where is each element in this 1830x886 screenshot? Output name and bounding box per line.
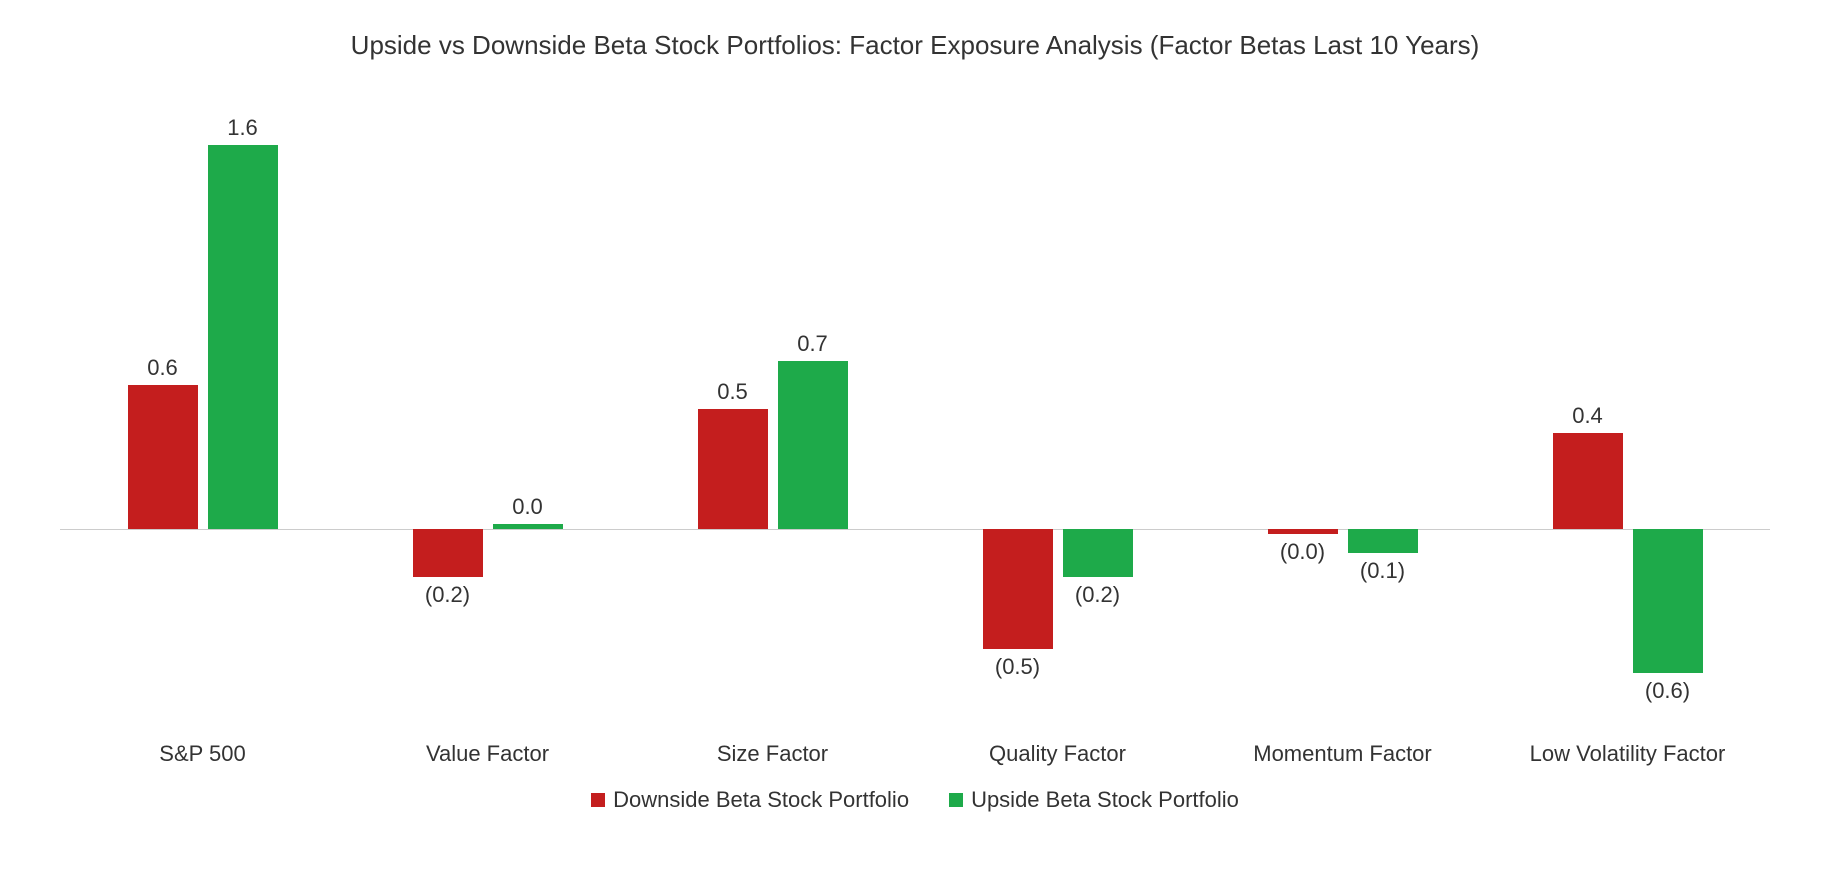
- bar-groups: 0.61.6 (0.2) 0.0 0.50.7 (0.5) (0.2) (0.0)(0.1)…: [60, 121, 1770, 721]
- bar: [1348, 529, 1418, 553]
- bar-value-label: (0.0): [1263, 539, 1343, 565]
- bar: [983, 529, 1053, 649]
- legend-swatch: [949, 793, 963, 807]
- legend-item: Downside Beta Stock Portfolio: [591, 787, 909, 813]
- bar: [698, 409, 768, 529]
- x-axis-label: Quality Factor: [928, 741, 1188, 767]
- bar-group: 0.61.6: [73, 121, 333, 721]
- bar-value-label: 0.6: [123, 355, 203, 381]
- bar-value-label: 0.0: [488, 494, 568, 520]
- bar-group: 0.4 (0.6): [1498, 121, 1758, 721]
- bar: [128, 385, 198, 529]
- bar-value-label: (0.2): [408, 582, 488, 608]
- bar-value-label: (0.6): [1628, 678, 1708, 704]
- chart-legend: Downside Beta Stock Portfolio Upside Beta…: [60, 787, 1770, 813]
- chart-title: Upside vs Downside Beta Stock Portfolios…: [60, 30, 1770, 61]
- bar: [413, 529, 483, 577]
- bar-value-label: 0.4: [1548, 403, 1628, 429]
- bar-group: (0.2) 0.0: [358, 121, 618, 721]
- legend-item: Upside Beta Stock Portfolio: [949, 787, 1239, 813]
- bar-value-label: (0.5): [978, 654, 1058, 680]
- bar: [1553, 433, 1623, 529]
- x-axis-labels: S&P 500 Value Factor Size Factor Quality Fa…: [60, 741, 1770, 767]
- bar: [493, 524, 563, 529]
- bar-value-label: 1.6: [203, 115, 283, 141]
- bar-value-label: 0.7: [773, 331, 853, 357]
- legend-label: Downside Beta Stock Portfolio: [613, 787, 909, 813]
- chart-plot-area: 0.61.6 (0.2) 0.0 0.50.7 (0.5) (0.2) (0.0)(0.1)…: [60, 121, 1770, 721]
- bar-value-label: (0.1): [1343, 558, 1423, 584]
- x-axis-label: Momentum Factor: [1213, 741, 1473, 767]
- bar-group: 0.50.7: [643, 121, 903, 721]
- legend-label: Upside Beta Stock Portfolio: [971, 787, 1239, 813]
- x-axis-label: S&P 500: [73, 741, 333, 767]
- bar: [778, 361, 848, 529]
- x-axis-label: Size Factor: [643, 741, 903, 767]
- bar: [1633, 529, 1703, 673]
- bar-value-label: (0.2): [1058, 582, 1138, 608]
- bar-group: (0.0)(0.1): [1213, 121, 1473, 721]
- bar-group: (0.5) (0.2): [928, 121, 1188, 721]
- bar-value-label: 0.5: [693, 379, 773, 405]
- x-axis-label: Value Factor: [358, 741, 618, 767]
- x-axis-label: Low Volatility Factor: [1498, 741, 1758, 767]
- legend-swatch: [591, 793, 605, 807]
- bar: [1063, 529, 1133, 577]
- bar: [1268, 529, 1338, 534]
- bar: [208, 145, 278, 529]
